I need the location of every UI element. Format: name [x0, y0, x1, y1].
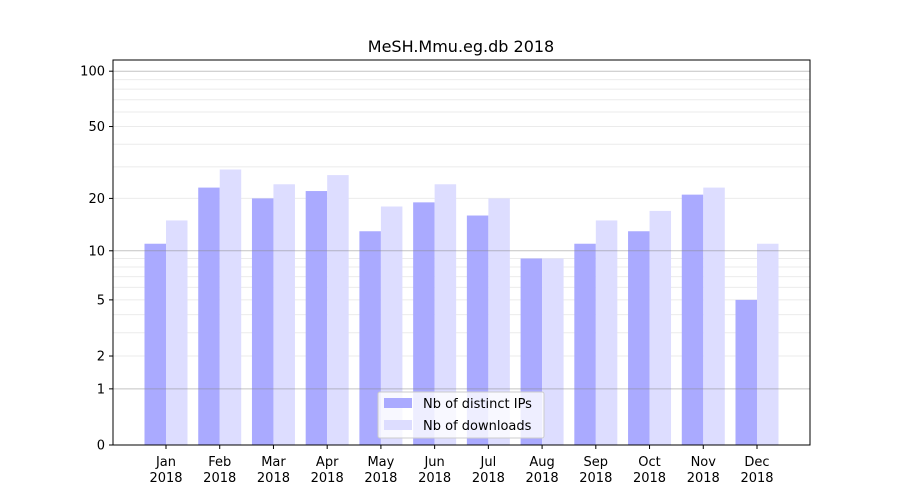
- major-grid: [113, 70, 810, 390]
- x-tick-label: Mar: [261, 455, 286, 470]
- y-tick-label: 2: [97, 350, 105, 365]
- x-tick-label: May: [367, 455, 394, 470]
- bar-distinct-ips: [574, 243, 596, 445]
- x-tick-label: Dec: [744, 455, 769, 470]
- x-tick-label: Sep: [584, 455, 609, 470]
- y-tick-label: 100: [80, 65, 105, 80]
- x-tick-label: 2018: [203, 471, 236, 486]
- y-tick-label: 1: [97, 382, 105, 397]
- bar-distinct-ips: [198, 187, 220, 445]
- x-tick-label: Nov: [691, 455, 717, 470]
- x-tick-label: 2018: [633, 471, 666, 486]
- y-tick-label: 50: [88, 120, 105, 135]
- y-axis: 0 1 2 5 10 20 50 100: [80, 65, 113, 454]
- bar-downloads: [273, 184, 295, 446]
- x-tick-label: 2018: [149, 471, 182, 486]
- bar-downloads: [703, 187, 725, 445]
- bar-downloads: [219, 169, 242, 445]
- x-axis: Jan2018Feb2018Mar2018Apr2018May2018Jun20…: [149, 445, 774, 486]
- bar-distinct-ips: [251, 198, 274, 445]
- y-tick-label: 5: [97, 293, 105, 308]
- bar-downloads: [595, 220, 618, 445]
- bar-downloads: [757, 243, 779, 445]
- bar-distinct-ips: [413, 202, 435, 445]
- x-tick-label: 2018: [687, 471, 720, 486]
- bar-downloads: [166, 220, 188, 445]
- bar-downloads: [380, 206, 403, 445]
- x-tick-label: 2018: [579, 471, 612, 486]
- bar-distinct-ips: [305, 191, 328, 445]
- legend-swatch-ips: [384, 398, 412, 408]
- legend-swatch-downloads: [384, 420, 412, 430]
- x-tick-label: 2018: [364, 471, 397, 486]
- bar-distinct-ips: [628, 231, 650, 445]
- bar-downloads: [327, 175, 349, 445]
- bar-distinct-ips: [144, 243, 166, 445]
- x-tick-label: 2018: [311, 471, 344, 486]
- bar-distinct-ips: [359, 231, 381, 445]
- x-tick-label: 2018: [257, 471, 290, 486]
- x-tick-label: 2018: [740, 471, 773, 486]
- x-tick-label: Jul: [480, 455, 497, 470]
- legend-label-ips: Nb of distinct IPs: [423, 397, 532, 412]
- x-tick-label: Jan: [155, 455, 176, 470]
- x-tick-label: Apr: [316, 455, 339, 470]
- x-tick-label: Aug: [529, 455, 554, 470]
- x-tick-label: Feb: [208, 455, 231, 470]
- plot-frame: [112, 59, 811, 446]
- bar-downloads: [434, 184, 457, 446]
- legend-label-downloads: Nb of downloads: [423, 419, 532, 434]
- y-tick-label: 20: [88, 192, 105, 207]
- y-tick-label: 10: [88, 244, 105, 259]
- bar-distinct-ips: [681, 194, 704, 445]
- x-tick-label: 2018: [526, 471, 559, 486]
- bar-distinct-ips: [735, 299, 757, 445]
- bar-downloads: [542, 258, 564, 445]
- x-tick-label: Oct: [638, 455, 660, 470]
- y-tick-label: 0: [97, 439, 105, 454]
- bar-downloads: [488, 198, 510, 445]
- x-tick-label: 2018: [418, 471, 451, 486]
- x-tick-label: Jun: [423, 455, 444, 470]
- bar-distinct-ips: [466, 215, 489, 445]
- chart-title: MeSH.Mmu.eg.db 2018: [368, 37, 554, 56]
- x-tick-label: 2018: [472, 471, 505, 486]
- bar-downloads: [649, 210, 672, 445]
- legend: Nb of distinct IPs Nb of downloads: [377, 391, 545, 439]
